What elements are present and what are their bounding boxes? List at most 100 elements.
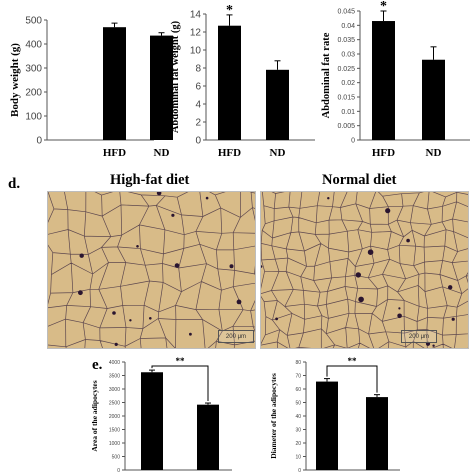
scale-bar-normal-diet: 200 μm xyxy=(401,330,437,343)
cell-nucleus xyxy=(432,344,435,347)
cell-nucleus xyxy=(189,332,192,336)
cell-membranes xyxy=(48,192,255,348)
y-axis-label: Body weight (g) xyxy=(9,43,21,117)
cell-nucleus xyxy=(448,285,453,290)
y-tick-label: 300 xyxy=(25,64,42,75)
cell-membranes xyxy=(261,192,468,348)
bar-hfd xyxy=(316,381,338,470)
significance-mark: * xyxy=(380,0,387,14)
y-tick-label: 30 xyxy=(295,427,301,433)
y-tick-label: 0 xyxy=(195,136,201,147)
bar-hfd xyxy=(372,21,395,140)
micrograph-normal-diet: 200 μm xyxy=(260,191,469,349)
y-axis-label: Abdominal fat weight (g) xyxy=(170,20,181,133)
y-tick-label: 1500 xyxy=(109,427,120,433)
bar-nd xyxy=(366,397,388,470)
y-tick-label: 70 xyxy=(295,373,301,379)
cell-nucleus xyxy=(136,245,139,248)
y-tick-label: 2 xyxy=(195,118,201,129)
normal-diet-tissue-image xyxy=(261,192,468,348)
chart-fat-rate: 0 0.005 0.01 0.015 0.02 0.025 0.03 0.035 0.04 0.0… xyxy=(321,0,470,159)
y-tick-label: 0.015 xyxy=(337,94,355,101)
panel-letter-d: d. xyxy=(8,176,21,192)
y-tick-label: 3500 xyxy=(109,373,120,379)
y-tick-label: 1000 xyxy=(109,441,120,447)
y-tick-label: 500 xyxy=(25,16,42,27)
chart-body-weight: 0 100 200 300 400 500 HFD ND Body weight (g) xyxy=(9,16,173,159)
y-tick-label: 10 xyxy=(295,454,301,460)
y-tick-label: 0.025 xyxy=(337,66,355,73)
y-tick-label: 0.03 xyxy=(341,51,355,58)
cell-nucleus xyxy=(229,264,234,269)
category-label: ND xyxy=(154,147,170,159)
y-tick-label: 4000 xyxy=(109,360,120,366)
y-tick-label: 400 xyxy=(25,40,42,51)
chart-adipocyte-area: 0 500 1000 1500 2000 2500 3000 3500 4000 ** Area o… xyxy=(90,356,232,474)
cell-nucleus xyxy=(79,253,84,258)
chart-fat-weight: 0 2 4 6 8 10 12 14 HFD * ND Abdominal fat weight (g… xyxy=(170,3,315,159)
cell-nucleus xyxy=(261,265,263,268)
significance-mark: ** xyxy=(348,356,358,366)
y-tick-label: 60 xyxy=(295,387,301,393)
cell-nucleus xyxy=(327,197,330,200)
tissue-background xyxy=(261,192,468,348)
cell-nucleus xyxy=(78,290,83,296)
cell-nucleus xyxy=(205,196,209,200)
significance-mark: ** xyxy=(176,356,186,366)
category-label: ND xyxy=(270,147,286,159)
bar-hfd xyxy=(141,372,163,470)
y-tick-label: 0.005 xyxy=(337,123,355,130)
tissue-background xyxy=(48,192,255,348)
cell-nucleus xyxy=(114,342,118,346)
category-label: HFD xyxy=(103,147,126,159)
bar-nd xyxy=(266,69,289,140)
y-tick-label: 2000 xyxy=(109,414,120,420)
y-axis-label: Abdominal fat rate xyxy=(321,32,332,118)
cell-nucleus xyxy=(355,272,361,278)
cell-nucleus xyxy=(171,213,175,217)
bar-nd xyxy=(150,35,173,140)
micrograph-high-fat: 200 μm xyxy=(47,191,256,349)
bar-nd xyxy=(422,59,445,140)
scale-bar-high-fat: 200 μm xyxy=(218,330,254,343)
y-tick-label: 0 xyxy=(351,137,355,144)
category-label: ND xyxy=(426,147,442,159)
y-tick-label: 6 xyxy=(195,82,201,93)
y-tick-label: 0.02 xyxy=(341,80,355,87)
high-fat-tissue-image xyxy=(48,192,255,348)
significance-bracket xyxy=(151,365,209,402)
cell-nucleus xyxy=(406,238,410,243)
category-label: HFD xyxy=(372,147,395,159)
cell-nucleus xyxy=(112,311,116,315)
cell-nucleus xyxy=(358,296,364,303)
cell-nucleus xyxy=(275,317,278,321)
cell-nucleus xyxy=(397,313,402,319)
y-tick-label: 0 xyxy=(298,468,301,474)
significance-mark: * xyxy=(226,3,233,18)
cell-nucleus xyxy=(174,263,180,268)
y-tick-label: 10 xyxy=(190,46,202,57)
y-tick-label: 14 xyxy=(190,10,202,21)
bar-hfd xyxy=(103,27,126,141)
y-tick-label: 100 xyxy=(25,112,42,123)
y-tick-label: 4 xyxy=(195,100,201,111)
y-tick-label: 0.04 xyxy=(341,23,355,30)
y-tick-label: 200 xyxy=(25,88,42,99)
category-label: HFD xyxy=(218,147,241,159)
y-tick-label: 2500 xyxy=(109,400,120,406)
cell-nucleus xyxy=(149,317,152,320)
bar-nd xyxy=(197,404,219,470)
y-tick-label: 0.045 xyxy=(337,8,355,15)
bar-hfd xyxy=(218,25,241,141)
normal-diet-title: Normal diet xyxy=(322,172,397,188)
y-axis-label: Area of the adipocytes xyxy=(90,380,99,451)
y-tick-label: 80 xyxy=(295,360,301,366)
high-fat-diet-title: High-fat diet xyxy=(110,172,190,188)
y-tick-label: 12 xyxy=(190,28,202,39)
y-axis-label: Diameter of the adipocytes xyxy=(269,373,278,459)
y-tick-label: 3000 xyxy=(109,387,120,393)
cell-nucleus xyxy=(129,319,132,322)
y-tick-label: 0.035 xyxy=(337,37,355,44)
y-tick-label: 0 xyxy=(36,136,42,147)
